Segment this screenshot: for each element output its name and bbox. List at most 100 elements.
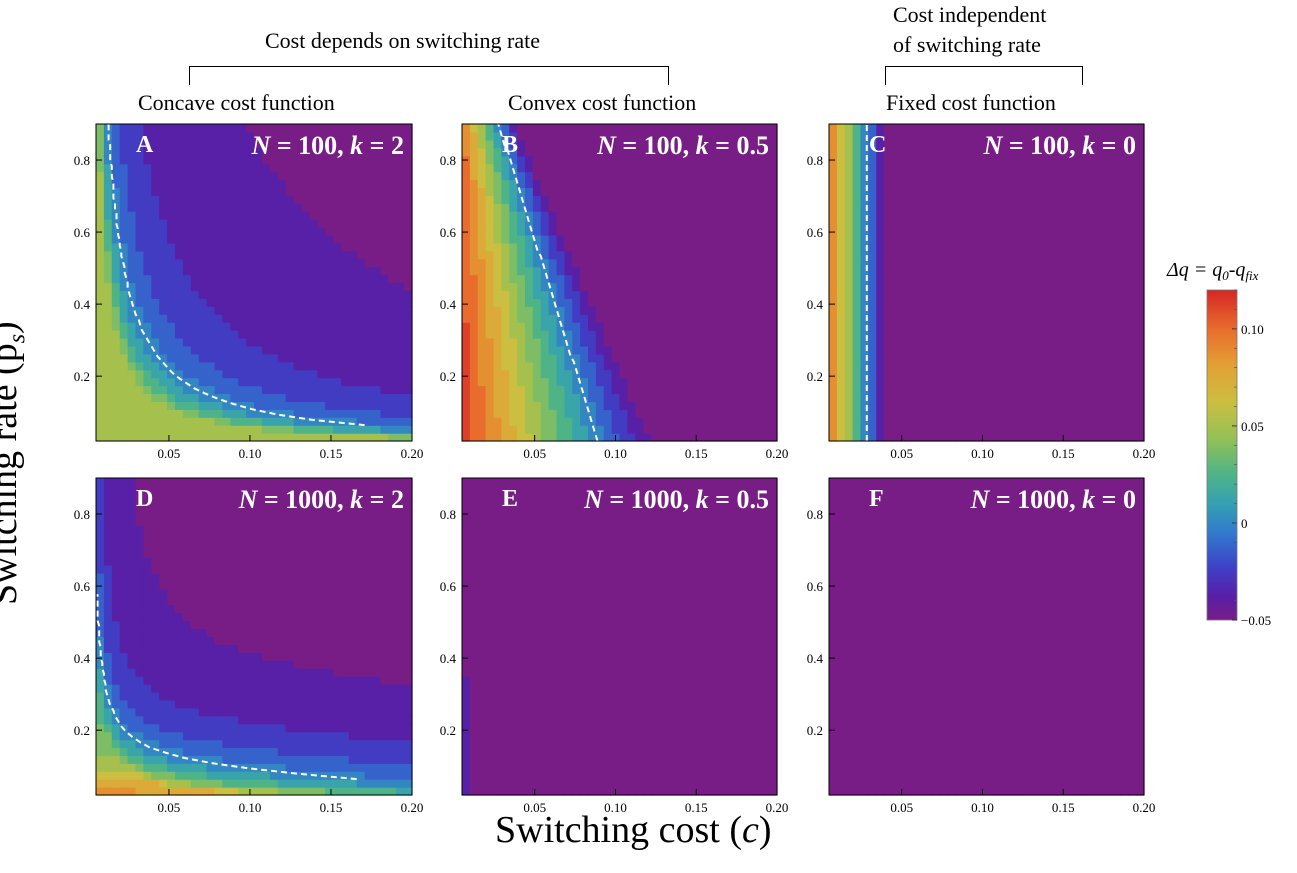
heatmap-cell: [683, 195, 691, 204]
heatmap-cell: [994, 346, 1002, 355]
heatmap-cell: [738, 338, 746, 347]
heatmap-cell: [916, 330, 924, 339]
heatmap-cell: [908, 187, 916, 196]
heatmap-cell: [486, 393, 494, 402]
heatmap-cell: [675, 346, 683, 355]
heatmap-cell: [270, 211, 279, 220]
heatmap-cell: [1120, 298, 1128, 307]
heatmap-cell: [1065, 378, 1073, 387]
heatmap-cell: [199, 179, 208, 188]
heatmap-cell: [262, 243, 271, 252]
heatmap-cell: [1136, 306, 1144, 315]
heatmap-cell: [868, 203, 876, 212]
heatmap-cell: [1042, 433, 1050, 442]
heatmap-cell: [994, 164, 1002, 173]
heatmap-cell: [572, 283, 580, 292]
heatmap-cell: [947, 362, 955, 371]
heatmap-cell: [104, 401, 113, 410]
heatmap-cell: [1042, 298, 1050, 307]
heatmap-cell: [380, 306, 389, 315]
heatmap-cell: [572, 409, 580, 418]
heatmap-cell: [1010, 179, 1018, 188]
heatmap-cell: [380, 378, 389, 387]
heatmap-cell: [620, 267, 628, 276]
heatmap-cell: [612, 219, 620, 228]
heatmap-cell: [270, 393, 279, 402]
heatmap-cell: [753, 179, 761, 188]
heatmap-cell: [837, 227, 845, 236]
heatmap-cell: [572, 227, 580, 236]
heatmap-cell: [612, 386, 620, 395]
heatmap-cell: [1120, 354, 1128, 363]
heatmap-cell: [494, 251, 502, 260]
heatmap-cell: [963, 211, 971, 220]
heatmap-cell: [357, 425, 366, 434]
heatmap-cell: [564, 259, 572, 268]
heatmap-cell: [564, 306, 572, 315]
heatmap-cell: [549, 362, 557, 371]
heatmap-cell: [753, 354, 761, 363]
heatmap-cell: [963, 164, 971, 173]
heatmap-cell: [349, 393, 358, 402]
heatmap-cell: [1073, 211, 1081, 220]
heatmap-cell: [365, 219, 374, 228]
heatmap-cell: [892, 179, 900, 188]
x-tick-label: 0.20: [401, 446, 424, 461]
heatmap-cell: [659, 275, 667, 284]
heatmap-cell: [333, 425, 342, 434]
heatmap-cell: [541, 227, 549, 236]
heatmap-cell: [1120, 378, 1128, 387]
heatmap-cell: [876, 211, 884, 220]
heatmap-cell: [620, 433, 628, 442]
heatmap-cell: [908, 164, 916, 173]
heatmap-cell: [1026, 409, 1034, 418]
heatmap-cell: [596, 306, 604, 315]
heatmap-cell: [651, 433, 659, 442]
heatmap-cell: [238, 433, 247, 442]
heatmap-cell: [979, 219, 987, 228]
heatmap-cell: [845, 243, 853, 252]
heatmap-cell: [112, 314, 121, 323]
heatmap-cell: [580, 172, 588, 181]
heatmap-cell: [1113, 362, 1121, 371]
heatmap-cell: [143, 275, 152, 284]
heatmap-cell: [1002, 393, 1010, 402]
heatmap-cell: [884, 386, 892, 395]
heatmap-cell: [254, 417, 263, 426]
heatmap-cell: [1010, 243, 1018, 252]
heatmap-cell: [746, 378, 754, 387]
heatmap-cell: [892, 425, 900, 434]
heatmap-cell: [183, 330, 192, 339]
heatmap-cell: [222, 298, 231, 307]
heatmap-cell: [286, 314, 295, 323]
heatmap-cell: [549, 259, 557, 268]
heatmap-cell: [738, 195, 746, 204]
heatmap-cell: [341, 401, 350, 410]
heatmap-cell: [1097, 378, 1105, 387]
heatmap-cell: [317, 393, 326, 402]
heatmap-cell: [596, 259, 604, 268]
heatmap-cell: [396, 227, 405, 236]
heatmap-cell: [738, 219, 746, 228]
heatmap-cell: [254, 314, 263, 323]
heatmap-cell: [380, 433, 389, 442]
heatmap-cell: [1050, 283, 1058, 292]
heatmap-cell: [612, 401, 620, 410]
heatmap-cell: [580, 132, 588, 141]
heatmap-cell: [494, 346, 502, 355]
heatmap-cell: [96, 533, 105, 542]
heatmap-cell: [1002, 322, 1010, 331]
heatmap-cell: [916, 370, 924, 379]
heatmap-cell: [845, 275, 853, 284]
heatmap-cell: [104, 433, 113, 442]
heatmap-cell: [246, 322, 255, 331]
heatmap-cell: [706, 330, 714, 339]
heatmap-cell: [533, 195, 541, 204]
heatmap-cell: [104, 227, 113, 236]
heatmap-cell: [829, 172, 837, 181]
heatmap-cell: [278, 362, 287, 371]
heatmap-cell: [365, 314, 374, 323]
heatmap-cell: [730, 243, 738, 252]
heatmap-cell: [96, 740, 105, 749]
heatmap-cell: [604, 283, 612, 292]
